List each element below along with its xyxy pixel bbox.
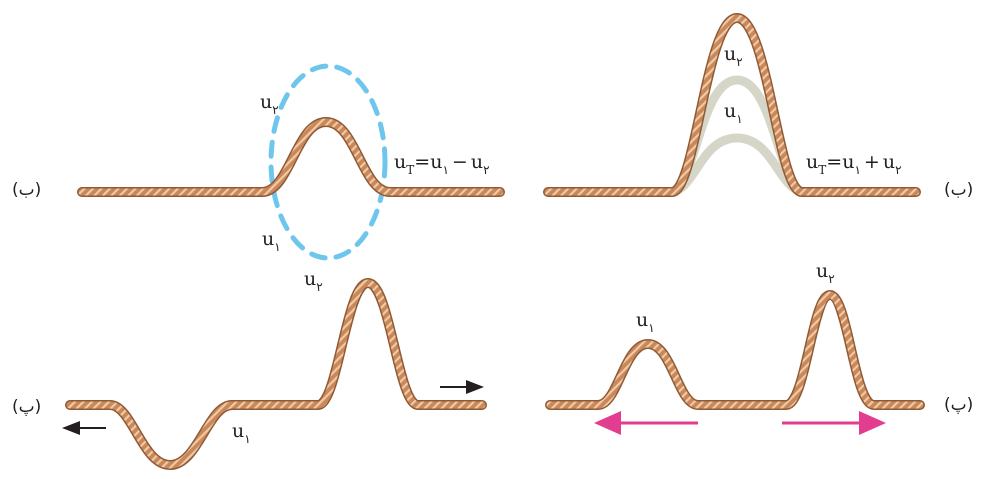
rope-resultant-sum-texture [544,14,920,196]
panel-label-top-left: (ب) [12,180,41,200]
equation-difference: uT=u۱− u۲ [394,151,490,177]
ghost-pulse-u1 [665,133,810,197]
panel-bottom-left: u۲ u۱ (پ) [12,268,487,470]
rope-opposite-pulses-texture [66,279,486,469]
label-u2-top-left: u۲ [260,91,279,117]
panel-bottom-right: u۱ u۲ (پ) [545,260,973,435]
label-u1-bottom-right: u۱ [636,309,655,335]
label-u2-bottom-right: u۲ [816,260,835,286]
label-u2-top-right: u۲ [724,43,743,69]
rope-two-pulses-texture [546,291,924,409]
label-u1-bottom-left: u۱ [232,420,251,446]
label-u1-top-right: u۱ [724,100,743,126]
label-u2-bottom-left: u۲ [304,268,323,294]
panel-top-left: u۲ u۱ uT=u۱− u۲ (ب) [12,63,505,261]
equation-sum: uT=u۱ + u۲ [806,151,902,177]
panel-label-top-right: (ب) [944,180,973,200]
rope-opposite-pulses [65,278,487,470]
panel-label-bottom-left: (پ) [12,397,41,417]
panel-label-bottom-right: (پ) [944,395,973,415]
panel-top-right: u۲ u۱ uT=u۱ + u۲ (ب) [543,13,973,200]
rope-resultant-difference-texture [78,118,504,196]
label-u1-top-left: u۱ [262,228,281,254]
dashed-outline-components [268,63,388,261]
